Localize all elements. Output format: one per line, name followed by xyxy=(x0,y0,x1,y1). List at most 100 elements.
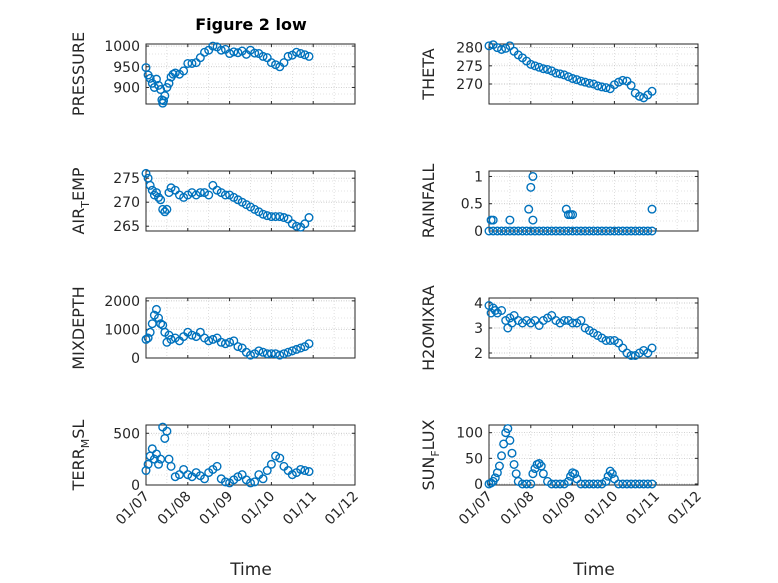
data-point xyxy=(488,226,498,236)
data-point xyxy=(522,226,532,236)
data-point xyxy=(245,350,255,360)
y-axis-label: AIRTEMP xyxy=(69,167,92,234)
data-point xyxy=(287,346,297,356)
data-point xyxy=(534,226,544,236)
data-point xyxy=(300,466,310,476)
y-tick-label: 0 xyxy=(474,224,483,240)
data-point xyxy=(593,479,603,489)
data-point xyxy=(503,424,513,434)
data-point xyxy=(225,49,235,59)
data-point xyxy=(639,226,649,236)
data-point xyxy=(563,476,573,486)
data-point xyxy=(183,58,193,68)
data-point xyxy=(584,226,594,236)
data-point xyxy=(551,226,561,236)
subplot-6: 2 3 4 H2OMIXRA xyxy=(419,285,699,371)
data-point xyxy=(559,70,569,80)
data-point xyxy=(200,474,210,484)
subplot-4: 0 0.5 1 RAINFALL xyxy=(419,164,699,240)
data-point xyxy=(497,44,507,54)
data-point xyxy=(266,58,276,68)
y-tick-label: 270 xyxy=(456,77,483,93)
data-point xyxy=(304,339,314,349)
data-point xyxy=(568,318,578,328)
y-tick-label: 270 xyxy=(113,195,140,211)
data-point xyxy=(233,472,243,482)
y-tick-label: 275 xyxy=(456,59,483,75)
data-point xyxy=(551,479,561,489)
data-point xyxy=(187,330,197,340)
data-point xyxy=(513,226,523,236)
data-point xyxy=(601,476,611,486)
data-point xyxy=(145,180,155,190)
data-point xyxy=(216,45,226,55)
data-point xyxy=(304,213,314,223)
data-point xyxy=(164,78,174,88)
data-point xyxy=(154,192,164,202)
data-point xyxy=(160,207,170,217)
data-point xyxy=(530,226,540,236)
data-point xyxy=(526,479,536,489)
data-point xyxy=(534,458,544,468)
data-point xyxy=(526,59,536,69)
data-point xyxy=(517,226,527,236)
data-point xyxy=(572,75,582,85)
data-point xyxy=(154,459,164,469)
data-point xyxy=(634,91,644,101)
data-point xyxy=(170,68,180,78)
data-point xyxy=(271,60,281,70)
data-point xyxy=(296,49,306,59)
data-point xyxy=(528,215,538,225)
y-axis-label: H2OMIXRA xyxy=(419,285,438,371)
data-point xyxy=(166,334,176,344)
data-point xyxy=(593,81,603,91)
data-point xyxy=(291,221,301,231)
y-tick-label: 500 xyxy=(113,426,140,442)
data-point xyxy=(250,48,260,58)
y-tick-label: 0 xyxy=(131,478,140,494)
data-point xyxy=(158,204,168,214)
data-point xyxy=(563,226,573,236)
data-point xyxy=(526,182,536,192)
y-axis-label: PRESSURE xyxy=(69,32,88,116)
data-point xyxy=(614,226,624,236)
data-series xyxy=(141,422,314,488)
x-tick-label: 01/08 xyxy=(155,489,195,529)
axes-box xyxy=(488,43,699,105)
x-axis-label-left: Time xyxy=(229,560,272,580)
data-point xyxy=(643,479,653,489)
data-point xyxy=(488,215,498,225)
data-point xyxy=(296,464,306,474)
data-point xyxy=(572,226,582,236)
data-point xyxy=(593,226,603,236)
data-point xyxy=(258,51,268,61)
data-point xyxy=(170,472,180,482)
data-point xyxy=(568,74,578,84)
data-point xyxy=(262,466,272,476)
data-point xyxy=(618,226,628,236)
data-point xyxy=(151,304,161,314)
y-tick-label: 2000 xyxy=(104,294,140,310)
data-point xyxy=(507,448,517,458)
data-point xyxy=(647,479,657,489)
data-point xyxy=(605,466,615,476)
data-point xyxy=(626,479,636,489)
subplot-3: 265 270 275 AIRTEMP xyxy=(69,167,356,235)
data-point xyxy=(151,74,161,84)
data-point xyxy=(509,226,519,236)
data-point xyxy=(543,64,553,74)
data-point xyxy=(509,459,519,469)
data-point xyxy=(634,479,644,489)
data-point xyxy=(287,470,297,480)
data-point xyxy=(534,62,544,72)
data-point xyxy=(568,210,578,220)
data-point xyxy=(647,343,657,353)
data-point xyxy=(275,350,285,360)
data-point xyxy=(143,333,153,343)
data-point xyxy=(601,83,611,93)
data-point xyxy=(576,226,586,236)
data-series xyxy=(484,171,657,236)
data-point xyxy=(626,80,636,90)
data-point xyxy=(605,226,615,236)
data-point xyxy=(271,212,281,222)
